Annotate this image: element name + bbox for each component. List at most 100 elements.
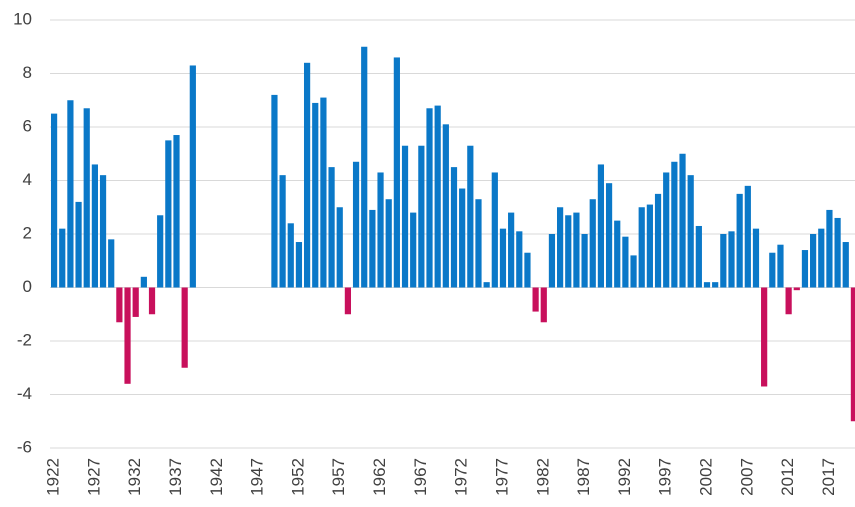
- x-tick-label: 2012: [778, 458, 797, 496]
- bar: [328, 167, 335, 288]
- bar: [148, 287, 156, 315]
- bar: [393, 57, 400, 288]
- bar: [491, 172, 498, 288]
- bar: [818, 228, 825, 288]
- bar: [140, 276, 147, 288]
- bar: [99, 175, 107, 288]
- bar: [687, 175, 694, 288]
- bar: [385, 199, 392, 288]
- bar: [532, 287, 539, 312]
- bar: [165, 140, 172, 288]
- x-tick-label: 1987: [574, 458, 593, 496]
- bar: [842, 242, 849, 288]
- y-tick-label: 6: [23, 116, 32, 135]
- bar: [312, 102, 319, 288]
- bar: [801, 250, 809, 288]
- bar: [826, 209, 833, 288]
- bar: [614, 220, 621, 288]
- x-tick-label: 1972: [452, 458, 471, 496]
- bar: [91, 164, 98, 288]
- bar: [622, 236, 629, 288]
- bar: [279, 175, 286, 288]
- bar: [124, 287, 131, 384]
- x-tick-label: 1952: [288, 458, 307, 496]
- bar: [352, 161, 360, 288]
- x-tick-label: 1942: [207, 458, 226, 496]
- bar: [426, 108, 433, 288]
- y-tick-label: 10: [13, 9, 32, 28]
- bar: [761, 287, 768, 387]
- bar: [75, 201, 82, 288]
- bar: [834, 217, 841, 288]
- bar: [344, 287, 352, 315]
- bar: [589, 199, 596, 288]
- bar: [303, 62, 311, 288]
- bar: [777, 244, 784, 288]
- x-tick-label: 1992: [615, 458, 634, 496]
- bar: [597, 164, 605, 288]
- bar: [499, 228, 507, 288]
- bar: [157, 215, 164, 288]
- bar: [712, 282, 719, 288]
- x-tick-label: 1962: [370, 458, 389, 496]
- x-tick-label: 1947: [248, 458, 267, 496]
- bar: [483, 282, 490, 288]
- x-tick-label: 1977: [492, 458, 511, 496]
- bar: [671, 161, 678, 288]
- bar: [556, 207, 564, 288]
- bar: [295, 242, 303, 288]
- bar: [695, 225, 702, 288]
- bar: [83, 108, 90, 288]
- bar: [736, 193, 743, 288]
- bar: [467, 145, 474, 288]
- y-tick-label: -6: [17, 437, 32, 456]
- bar: [132, 287, 139, 317]
- bar: [508, 212, 515, 288]
- x-tick-label: 1937: [166, 458, 185, 496]
- bar: [679, 153, 686, 288]
- bar: [418, 145, 425, 288]
- bar: [540, 287, 547, 323]
- bar: [361, 46, 368, 288]
- bar: [728, 231, 735, 288]
- x-tick-label: 1957: [329, 458, 348, 496]
- bar: [850, 287, 855, 422]
- bar: [793, 287, 800, 291]
- bar: [630, 255, 637, 288]
- y-tick-label: -4: [17, 384, 32, 403]
- bar: [475, 199, 482, 288]
- y-tick-label: 0: [23, 277, 32, 296]
- x-tick-label: 1967: [411, 458, 430, 496]
- bar: [271, 94, 278, 288]
- bar: [336, 207, 343, 288]
- bar: [369, 209, 376, 288]
- bar: [410, 212, 417, 288]
- x-tick-label: 1927: [84, 458, 103, 496]
- y-tick-label: 8: [23, 63, 32, 82]
- y-tick-label: 2: [23, 223, 32, 242]
- bar: [565, 215, 572, 288]
- bar: [116, 287, 123, 323]
- bar: [377, 172, 384, 288]
- bar: [654, 193, 662, 288]
- bar: [59, 228, 66, 288]
- bar: [524, 252, 531, 288]
- bar: [442, 124, 449, 288]
- bar: [744, 185, 751, 288]
- y-tick-label: -2: [17, 330, 32, 349]
- bar: [703, 282, 711, 288]
- x-tick-label: 1922: [44, 458, 63, 496]
- x-tick-label: 1932: [125, 458, 144, 496]
- bar: [663, 172, 670, 288]
- x-tick-label: 2017: [819, 458, 838, 496]
- y-tick-label: 4: [23, 170, 32, 189]
- bar: [516, 231, 523, 288]
- bar: [189, 65, 196, 288]
- bar: [181, 287, 188, 368]
- bar: [785, 287, 792, 315]
- bar: [810, 234, 817, 288]
- bar: [459, 188, 466, 288]
- bar: [67, 100, 74, 288]
- bar: [108, 239, 115, 288]
